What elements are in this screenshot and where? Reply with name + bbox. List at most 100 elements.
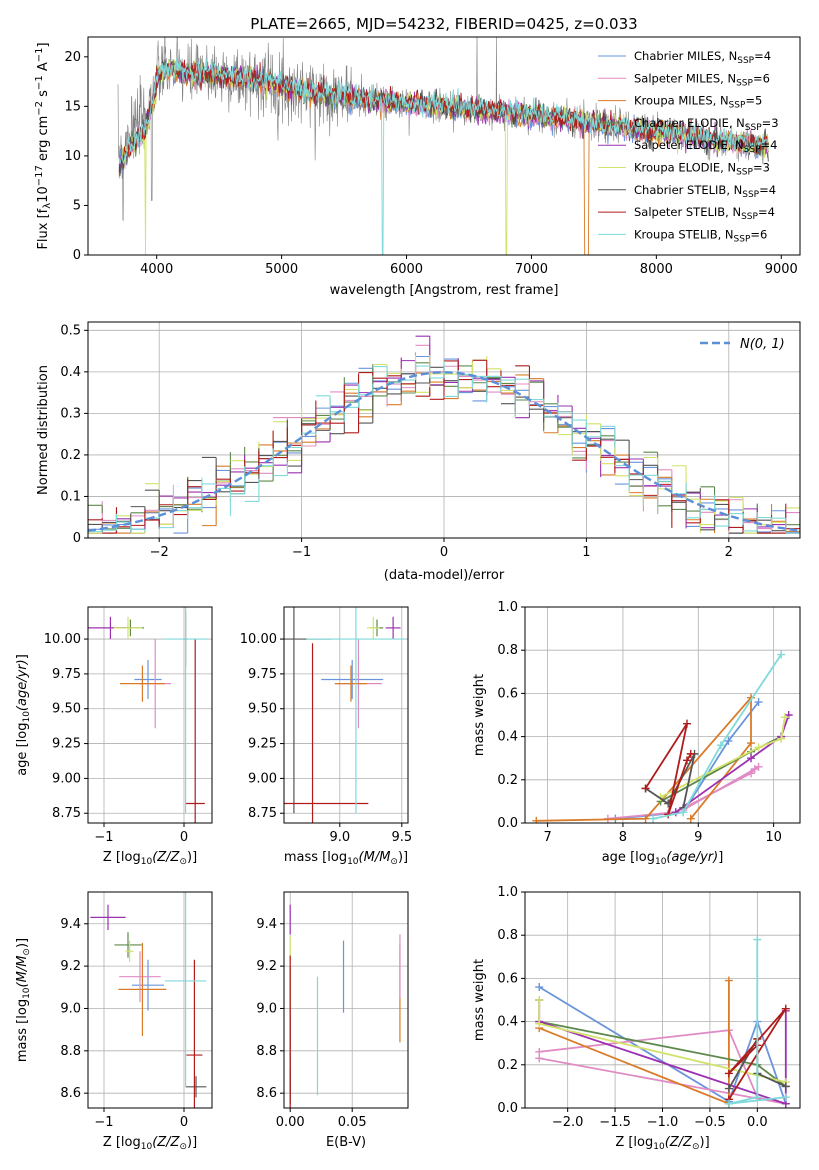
y-tick-label: 0.4 xyxy=(497,730,518,745)
weight-marker-kroupa-elodie xyxy=(754,743,763,752)
y-label-part: −17 xyxy=(34,165,45,186)
label-subscript: ⊙ xyxy=(692,1142,700,1152)
y-tick-label: 0.3 xyxy=(60,406,81,421)
label-math: (Z/Z xyxy=(152,1135,180,1150)
y-tick-label: 9.0 xyxy=(60,1001,81,1016)
label-subscript: 10 xyxy=(655,857,667,867)
axes-frame xyxy=(283,606,409,824)
y-tick-label: 1.0 xyxy=(497,600,518,615)
x-tick-label: 9.0 xyxy=(329,830,350,845)
x-tick-label: 0 xyxy=(440,545,448,560)
x-tick-label: −0.5 xyxy=(694,1115,726,1130)
legend-text: Chabrier MILES, N xyxy=(634,49,737,63)
weight-line-kroupa-elodie xyxy=(660,717,786,798)
label-text: Z [log xyxy=(615,1135,653,1150)
label-math: (M/M xyxy=(359,850,391,865)
legend-count: =4 xyxy=(761,138,778,152)
y-tick-label: 9.2 xyxy=(60,959,81,974)
axes-frame xyxy=(524,606,801,824)
weight-marker-kroupa-stelib xyxy=(716,741,725,750)
label-text: )] xyxy=(700,1135,710,1150)
legend-text: Chabrier STELIB, N xyxy=(634,183,742,197)
weight-marker-kroupa-stelib xyxy=(649,814,658,823)
plot-area xyxy=(532,650,793,823)
weight-marker-chabrier-miles xyxy=(754,698,763,707)
y-label-part: ] xyxy=(36,42,51,47)
point-chabrier-elodie xyxy=(114,932,142,958)
y-tick-label: 5 xyxy=(73,198,81,213)
label-subscript: 10 xyxy=(141,1142,153,1152)
label-text: )] xyxy=(187,1135,197,1150)
point-kroupa-stelib xyxy=(163,607,208,814)
x-tick-label: 8 xyxy=(619,830,627,845)
label-math: (Z/Z xyxy=(152,850,180,865)
spectrum-y-label: Flux [fλ10−17 erg cm−2 s−1 A−1] xyxy=(34,42,53,249)
weight-marker-kroupa-stelib xyxy=(781,1093,790,1102)
weight-line-kroupa-miles xyxy=(538,980,730,1106)
point-kroupa-stelib xyxy=(164,892,207,1087)
x-tick-label: 6000 xyxy=(390,262,423,277)
x-tick-label: 0.0 xyxy=(747,1115,768,1130)
weight-line-kroupa-stelib xyxy=(652,654,782,820)
y-tick-label: 0.4 xyxy=(497,1015,518,1030)
y-label-part: s xyxy=(36,90,51,101)
x-tick-label: −1 xyxy=(292,545,311,560)
y-tick-label: 1.0 xyxy=(497,885,518,900)
y-label-part: 10 xyxy=(36,186,51,203)
x-tick-label: 0.05 xyxy=(338,1115,367,1130)
label-text: ] xyxy=(718,850,723,865)
weight-marker-kroupa-elodie xyxy=(780,713,789,722)
y-label-part: −1 xyxy=(34,75,45,90)
point-salpeter-stelib xyxy=(284,643,369,823)
x-tick-label: −2 xyxy=(150,545,169,560)
axes-frame xyxy=(87,606,213,824)
legend-count: =4 xyxy=(754,49,771,63)
y-tick-label: 0.8 xyxy=(497,643,518,658)
point-chabrier-stelib xyxy=(185,1076,207,1098)
legend-text: Kroupa MILES, N xyxy=(634,94,729,108)
y-tick-label: 8.75 xyxy=(248,806,277,821)
legend-subscript: SSP xyxy=(736,168,753,178)
weight-line-salpeter-miles xyxy=(607,766,760,820)
weight-marker-chabrier-miles xyxy=(724,736,733,745)
spectrum-panel: 4000 5000 6000 7000 8000 9000 0 5 10 15 20 PLATE=26… xyxy=(34,15,801,298)
weight-marker-kroupa-stelib xyxy=(724,1099,733,1108)
axis-label: mass [log10(M/M⊙)] xyxy=(15,938,32,1062)
point-kroupa-elodie xyxy=(367,616,380,640)
axes-frame xyxy=(87,891,213,1109)
weight-marker-kroupa-miles xyxy=(686,814,695,823)
legend-entry-chabrier-miles: Chabrier MILES, NSSP=4 xyxy=(634,49,771,66)
axis-label: E(B-V) xyxy=(326,1135,366,1150)
label-math: (age/yr) xyxy=(666,850,718,865)
label-subscript: 10 xyxy=(22,987,32,999)
y-tick-label: 9.50 xyxy=(52,702,81,717)
spectrum-x-label: wavelength [Angstrom, rest frame] xyxy=(330,283,559,298)
y-tick-label: 0.2 xyxy=(497,773,518,788)
x-tick-label: 7000 xyxy=(515,262,548,277)
x-tick-label: 9000 xyxy=(765,262,798,277)
legend-entry-salpeter-miles: Salpeter MILES, NSSP=6 xyxy=(634,71,770,88)
weight-marker-salpeter-stelib xyxy=(682,756,691,765)
label-text: mass [log xyxy=(15,999,30,1062)
mass-vs-extinction-panel: 0.00 0.05 8.6 8.8 9.0 9.2 9.4 E(B-V) xyxy=(256,891,409,1150)
axes-frame xyxy=(283,891,409,1109)
legend-count: =5 xyxy=(745,94,762,108)
legend-subscript: SSP xyxy=(741,212,758,222)
y-tick-label: 8.6 xyxy=(60,1086,81,1101)
y-tick-label: 9.4 xyxy=(60,917,81,932)
y-label-part: erg cm xyxy=(36,116,51,165)
y-label-part: A xyxy=(36,62,51,75)
weight-marker-salpeter-miles xyxy=(754,762,763,771)
y-tick-label: 9.25 xyxy=(248,737,277,752)
legend-subscript: SSP xyxy=(742,190,759,200)
y-tick-label: 0.2 xyxy=(497,1058,518,1073)
weight-marker-kroupa-stelib xyxy=(753,935,762,944)
x-tick-label: −1 xyxy=(94,830,113,845)
legend-subscript: SSP xyxy=(729,101,746,111)
legend-subscript: SSP xyxy=(745,123,762,133)
y-tick-label: 0.5 xyxy=(60,323,81,338)
axis-label: mass [log10(M/M⊙)] xyxy=(284,850,408,867)
x-tick-label: 0 xyxy=(180,1115,188,1130)
